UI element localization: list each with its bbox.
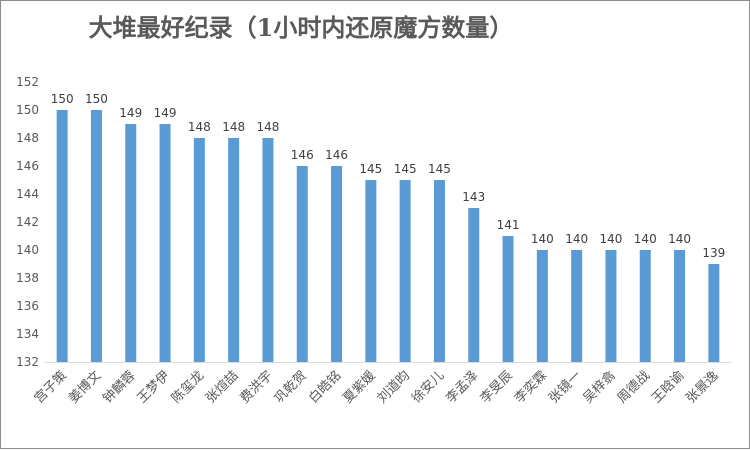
y-tick-label: 140 <box>16 243 39 257</box>
bar <box>708 264 720 362</box>
bars <box>56 110 720 362</box>
bar <box>571 250 583 362</box>
data-label: 140 <box>668 232 691 246</box>
bar <box>125 124 137 362</box>
category-label: 费洪宇 <box>238 368 276 406</box>
data-label: 148 <box>256 120 279 134</box>
data-label: 146 <box>325 148 348 162</box>
bar <box>159 124 171 362</box>
y-tick-label: 134 <box>16 327 39 341</box>
category-label: 姜博文 <box>66 368 104 406</box>
category-label: 陈玺龙 <box>168 368 207 407</box>
bar <box>605 250 617 362</box>
data-label: 140 <box>599 232 622 246</box>
category-label: 张煊喆 <box>203 368 241 406</box>
y-axis: 132 134 136 138 140 142 144 146 148 150 152 <box>16 75 39 369</box>
category-label: 吴梓翕 <box>580 368 619 407</box>
data-label: 148 <box>188 120 211 134</box>
y-tick-label: 138 <box>16 271 39 285</box>
y-tick-label: 144 <box>16 187 39 201</box>
bar <box>331 166 343 362</box>
data-label: 143 <box>462 190 485 204</box>
category-label: 钟麟蓉 <box>100 368 139 407</box>
bar <box>228 138 240 362</box>
data-label: 140 <box>634 232 657 246</box>
y-tick-label: 152 <box>16 75 39 89</box>
category-label: 周德战 <box>615 368 653 406</box>
y-tick-label: 142 <box>16 215 39 229</box>
category-label: 李旻辰 <box>478 368 516 406</box>
category-label: 张镜一 <box>546 368 584 406</box>
data-label: 148 <box>222 120 245 134</box>
y-tick-label: 136 <box>16 299 39 313</box>
category-label: 巩乾贺 <box>272 368 310 406</box>
bar <box>193 138 205 362</box>
bar <box>365 180 377 362</box>
category-labels: 宫子策姜博文钟麟蓉王梦伊陈玺龙张煊喆费洪宇巩乾贺白皓铭夏紫媛刘道昀徐安儿李孟泽李… <box>31 368 722 407</box>
data-label: 145 <box>394 162 417 176</box>
data-label: 150 <box>85 92 108 106</box>
bar <box>433 180 445 362</box>
bar <box>468 208 480 362</box>
category-label: 宫子策 <box>31 368 70 407</box>
category-label: 白皓铭 <box>305 368 344 407</box>
category-label: 徐安儿 <box>409 368 447 406</box>
data-label: 149 <box>119 106 142 120</box>
data-label: 145 <box>428 162 451 176</box>
y-tick-label: 146 <box>16 159 39 173</box>
data-label: 141 <box>497 218 520 232</box>
bar <box>90 110 102 362</box>
data-label: 145 <box>359 162 382 176</box>
data-label: 149 <box>154 106 177 120</box>
bar <box>56 110 68 362</box>
category-label: 张景逸 <box>683 368 721 406</box>
y-tick-label: 148 <box>16 131 39 145</box>
category-label: 王梦伊 <box>135 368 173 406</box>
data-label: 140 <box>565 232 588 246</box>
bar <box>639 250 651 362</box>
category-label: 李孟泽 <box>443 368 481 406</box>
category-label: 王晗谕 <box>648 368 687 407</box>
y-tick-label: 132 <box>16 355 39 369</box>
data-label: 139 <box>702 246 725 260</box>
bar <box>296 166 308 362</box>
category-label: 刘道昀 <box>375 368 413 406</box>
data-label: 140 <box>531 232 554 246</box>
y-tick-label: 150 <box>16 103 39 117</box>
value-labels: 150 150 149 149 148 148 148 146 146 145 145 145 143 1… <box>51 92 726 260</box>
category-label: 李奕霖 <box>511 368 550 407</box>
bar <box>536 250 548 362</box>
bar <box>674 250 686 362</box>
bar <box>262 138 274 362</box>
bar <box>399 180 411 362</box>
chart-title: 大堆最好纪录（1小时内还原魔方数量） <box>89 13 514 42</box>
category-label: 夏紫媛 <box>340 368 378 406</box>
data-label: 146 <box>291 148 314 162</box>
bar <box>502 236 514 362</box>
data-label: 150 <box>51 92 74 106</box>
